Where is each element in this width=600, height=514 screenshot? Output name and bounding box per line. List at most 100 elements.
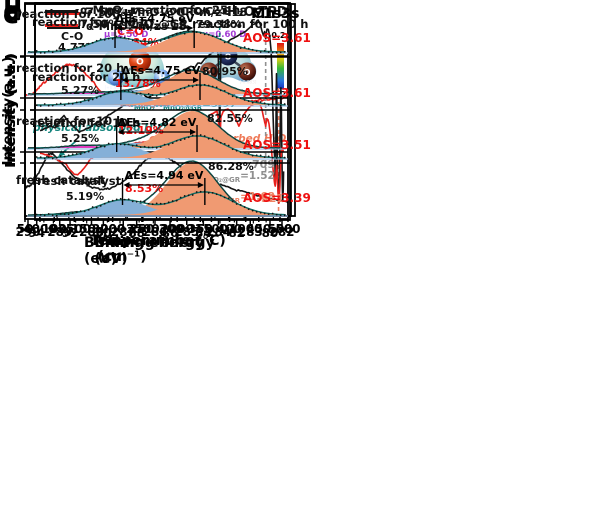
scatter-dot — [207, 84, 210, 87]
scatter-dot — [71, 212, 74, 214]
scatter-dot — [67, 213, 70, 216]
scatter-dot — [87, 42, 90, 45]
o3-right-label: O — [244, 68, 251, 77]
scatter-dot — [63, 155, 66, 158]
scatter-dot — [139, 40, 142, 43]
x-axis-label-d: Binding energy (eV) — [94, 235, 215, 267]
x-tick-label: 2000 — [160, 222, 193, 236]
scatter-dot — [215, 35, 218, 38]
scatter-dot — [151, 203, 154, 206]
scatter-dot — [147, 92, 150, 95]
scatter-dot — [275, 103, 278, 105]
panel-letter-d: d — [3, 0, 23, 27]
scatter-dot — [163, 93, 166, 96]
scatter-dot — [47, 156, 50, 158]
scatter-dot — [183, 138, 186, 140]
scatter-dot — [83, 210, 86, 213]
scatter-dot — [151, 146, 154, 149]
scatter-dot — [107, 200, 110, 203]
x-tick-label: 290 — [15, 225, 40, 239]
scatter-dot — [175, 33, 178, 36]
x-axis-label-b: Wavenumber (cm⁻¹) — [97, 233, 202, 265]
scatter-dot — [127, 37, 130, 40]
x-tick-label: 94 — [28, 226, 45, 240]
mn3s-blue-fill — [36, 92, 287, 105]
scatter-dot — [67, 48, 70, 51]
legend-line-red — [47, 12, 80, 15]
h-atom-label-left: H — [113, 74, 120, 83]
x-tick-label: 282 — [269, 225, 294, 239]
scatter-dot — [275, 51, 278, 54]
scatter-dot — [247, 152, 250, 155]
scatter-dot — [87, 99, 90, 102]
legend-line-black-b — [45, 10, 78, 13]
scatter-dot — [131, 144, 134, 147]
o3-left-label: O — [206, 68, 213, 77]
arrowhead-left — [123, 182, 130, 188]
envelope-line — [36, 31, 286, 53]
x-tick-label: 100 — [42, 222, 67, 236]
scatter-dot — [251, 101, 254, 104]
scatter-dot — [267, 213, 270, 215]
scatter-dot — [251, 48, 254, 51]
scatter-dot — [243, 206, 246, 209]
x-tick-label: 350 — [188, 222, 213, 236]
scatter-dot — [183, 32, 186, 35]
scatter-dot — [187, 84, 190, 87]
scatter-dot — [219, 38, 222, 41]
scatter-dot — [283, 103, 286, 105]
scatter-dot — [263, 102, 266, 105]
strip-name-100h-d: reaction for 100 h — [16, 7, 133, 21]
delta-es-10h: ΔEs=4.82 eV — [117, 116, 197, 129]
panel-letter-c: c — [3, 0, 20, 30]
scatter-dot — [179, 87, 182, 90]
scatter-dot — [239, 204, 242, 206]
scatter-dot — [227, 41, 230, 44]
scatter-dot — [175, 199, 178, 202]
scatter-dot — [247, 47, 250, 50]
scatter-dot — [135, 144, 138, 147]
scatter-dot — [47, 50, 50, 52]
scatter-dot — [263, 49, 266, 52]
x-tick-label: 286 — [142, 225, 167, 239]
x-tick-label: 92 — [62, 226, 79, 240]
scatter-dot — [147, 202, 150, 205]
scatter-dot — [79, 101, 82, 104]
scatter-dot — [227, 144, 230, 147]
annotation-arrowhead — [58, 150, 66, 157]
scatter-dot — [163, 202, 166, 205]
scatter-dot — [211, 35, 214, 38]
scatter-dot — [255, 100, 258, 103]
x-tick-label: 82 — [228, 226, 245, 240]
x-axis-label-c: Binding energy (eV) — [84, 235, 205, 267]
scatter-dot — [283, 214, 286, 217]
scatter-dot — [83, 99, 86, 101]
scatter-dot — [39, 51, 42, 54]
scatter-dot — [99, 145, 102, 148]
strip-name-fresh: fresh catalyst — [32, 174, 122, 188]
legend-line-black — [47, 26, 80, 29]
scatter-dot — [179, 139, 182, 142]
scatter-dot — [199, 32, 202, 34]
scatter-dot — [111, 91, 114, 94]
scatter-dot — [55, 49, 58, 52]
pct-main-20h: 80.95% — [202, 65, 248, 78]
scatter-dot — [79, 210, 82, 213]
scatter-dot — [171, 91, 174, 94]
scatter-dot — [155, 146, 158, 149]
delta-es-fresh: ΔEs=4.94 eV — [124, 169, 204, 182]
scatter-dot — [123, 90, 126, 92]
scatter-dot — [155, 95, 158, 97]
region-label-mn3s: Mn 3s — [251, 6, 300, 22]
scatter-dot — [171, 142, 174, 145]
raw-data-trace — [27, 69, 281, 95]
scatter-dot — [239, 97, 242, 99]
scatter-dot — [271, 156, 274, 159]
scatter-dot — [219, 141, 222, 144]
arrowhead-right — [193, 77, 200, 83]
o3-right-charge: [-0.083] — [240, 80, 257, 85]
x-tick-label: 200 — [100, 222, 125, 236]
scatter-dot — [231, 43, 234, 46]
scatter-dot — [235, 149, 238, 152]
x-tick-label: 150 — [71, 222, 96, 236]
